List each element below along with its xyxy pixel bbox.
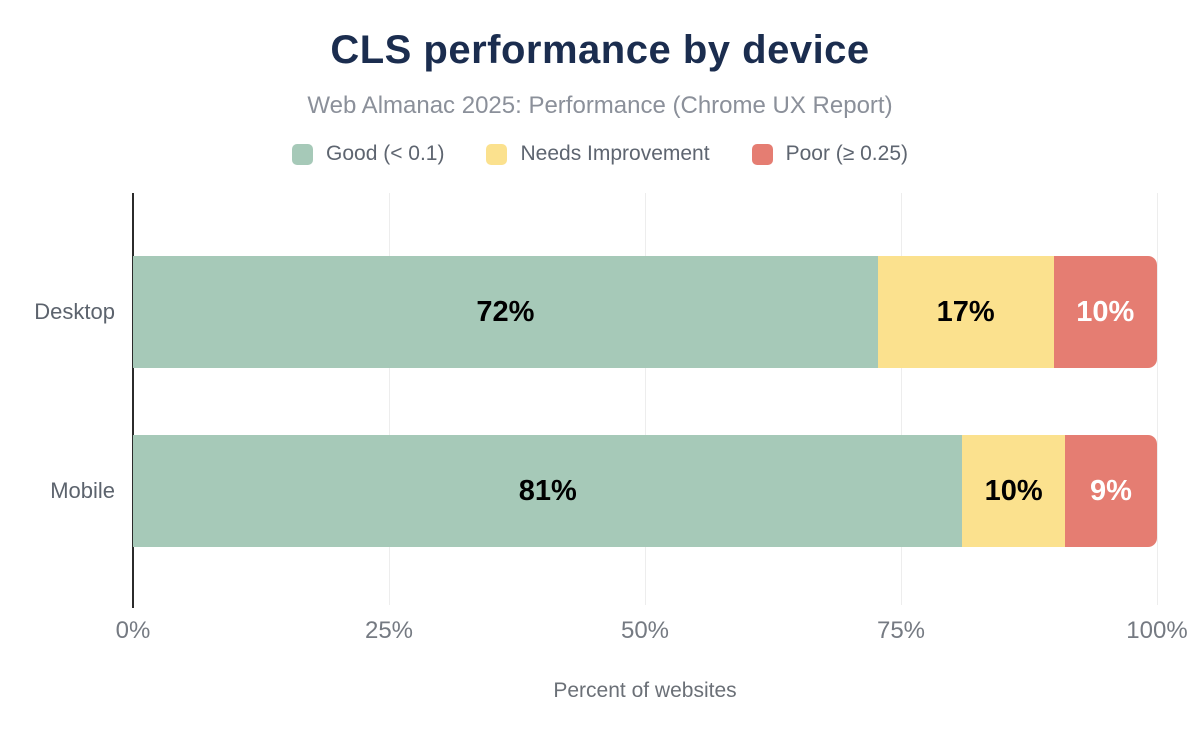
legend-swatch-icon xyxy=(292,143,313,165)
bar-segment: 10% xyxy=(962,435,1065,547)
bar-track: 81% 10% 9% xyxy=(133,435,1157,547)
bar-segment: 81% xyxy=(133,435,963,547)
category-label: Mobile xyxy=(50,478,115,503)
bar-value-label: 81% xyxy=(518,474,577,507)
legend-item: Good (< 0.1) xyxy=(292,142,444,166)
bar-value-label: 10% xyxy=(984,474,1043,507)
bar-track: 72% 17% 10% xyxy=(133,256,1157,368)
bar-row: Mobile 81% 10% 9% xyxy=(50,435,1157,547)
x-tick-label: 100% xyxy=(1126,617,1188,644)
legend: Good (< 0.1) Needs Improvement Poor (≥ 0.2… xyxy=(0,142,1200,166)
legend-swatch-icon xyxy=(486,143,508,165)
bar-value-label: 10% xyxy=(1076,295,1135,328)
bar-segment: 10% xyxy=(1053,256,1157,368)
chart-title: CLS performance by device xyxy=(330,28,870,72)
legend-label: Needs Improvement xyxy=(520,142,710,165)
legend-item: Needs Improvement xyxy=(486,142,710,166)
bar-segment: 17% xyxy=(877,256,1054,368)
gridline xyxy=(901,193,902,605)
category-label: Desktop xyxy=(34,299,115,324)
plot-area: 0% 25% 50% 75% 100% Percent of websites Desk… xyxy=(34,193,1188,702)
legend-item: Poor (≥ 0.25) xyxy=(751,142,908,166)
bar-value-label: 17% xyxy=(936,295,995,328)
x-tick-label: 50% xyxy=(620,617,670,644)
x-tick-label: 75% xyxy=(876,617,926,644)
bar-segment: 9% xyxy=(1064,435,1157,547)
chart-subtitle: Web Almanac 2025: Performance (Chrome UX… xyxy=(307,92,893,119)
gridline xyxy=(389,193,390,605)
legend-swatch-icon xyxy=(751,143,773,165)
x-tick-label: 25% xyxy=(364,617,414,644)
legend-label: Poor (≥ 0.25) xyxy=(785,142,908,165)
legend-label: Good (< 0.1) xyxy=(326,142,445,165)
bar-value-label: 72% xyxy=(476,295,535,328)
bar-row: Desktop 72% 17% 10% xyxy=(34,256,1157,368)
gridline xyxy=(645,193,646,605)
bar-segment: 72% xyxy=(133,256,878,368)
gridline xyxy=(1157,193,1158,605)
bar-value-label: 9% xyxy=(1089,474,1132,507)
x-tick-label: 0% xyxy=(115,617,151,644)
x-axis-label: Percent of websites xyxy=(553,679,737,702)
y-axis-line xyxy=(132,193,134,608)
